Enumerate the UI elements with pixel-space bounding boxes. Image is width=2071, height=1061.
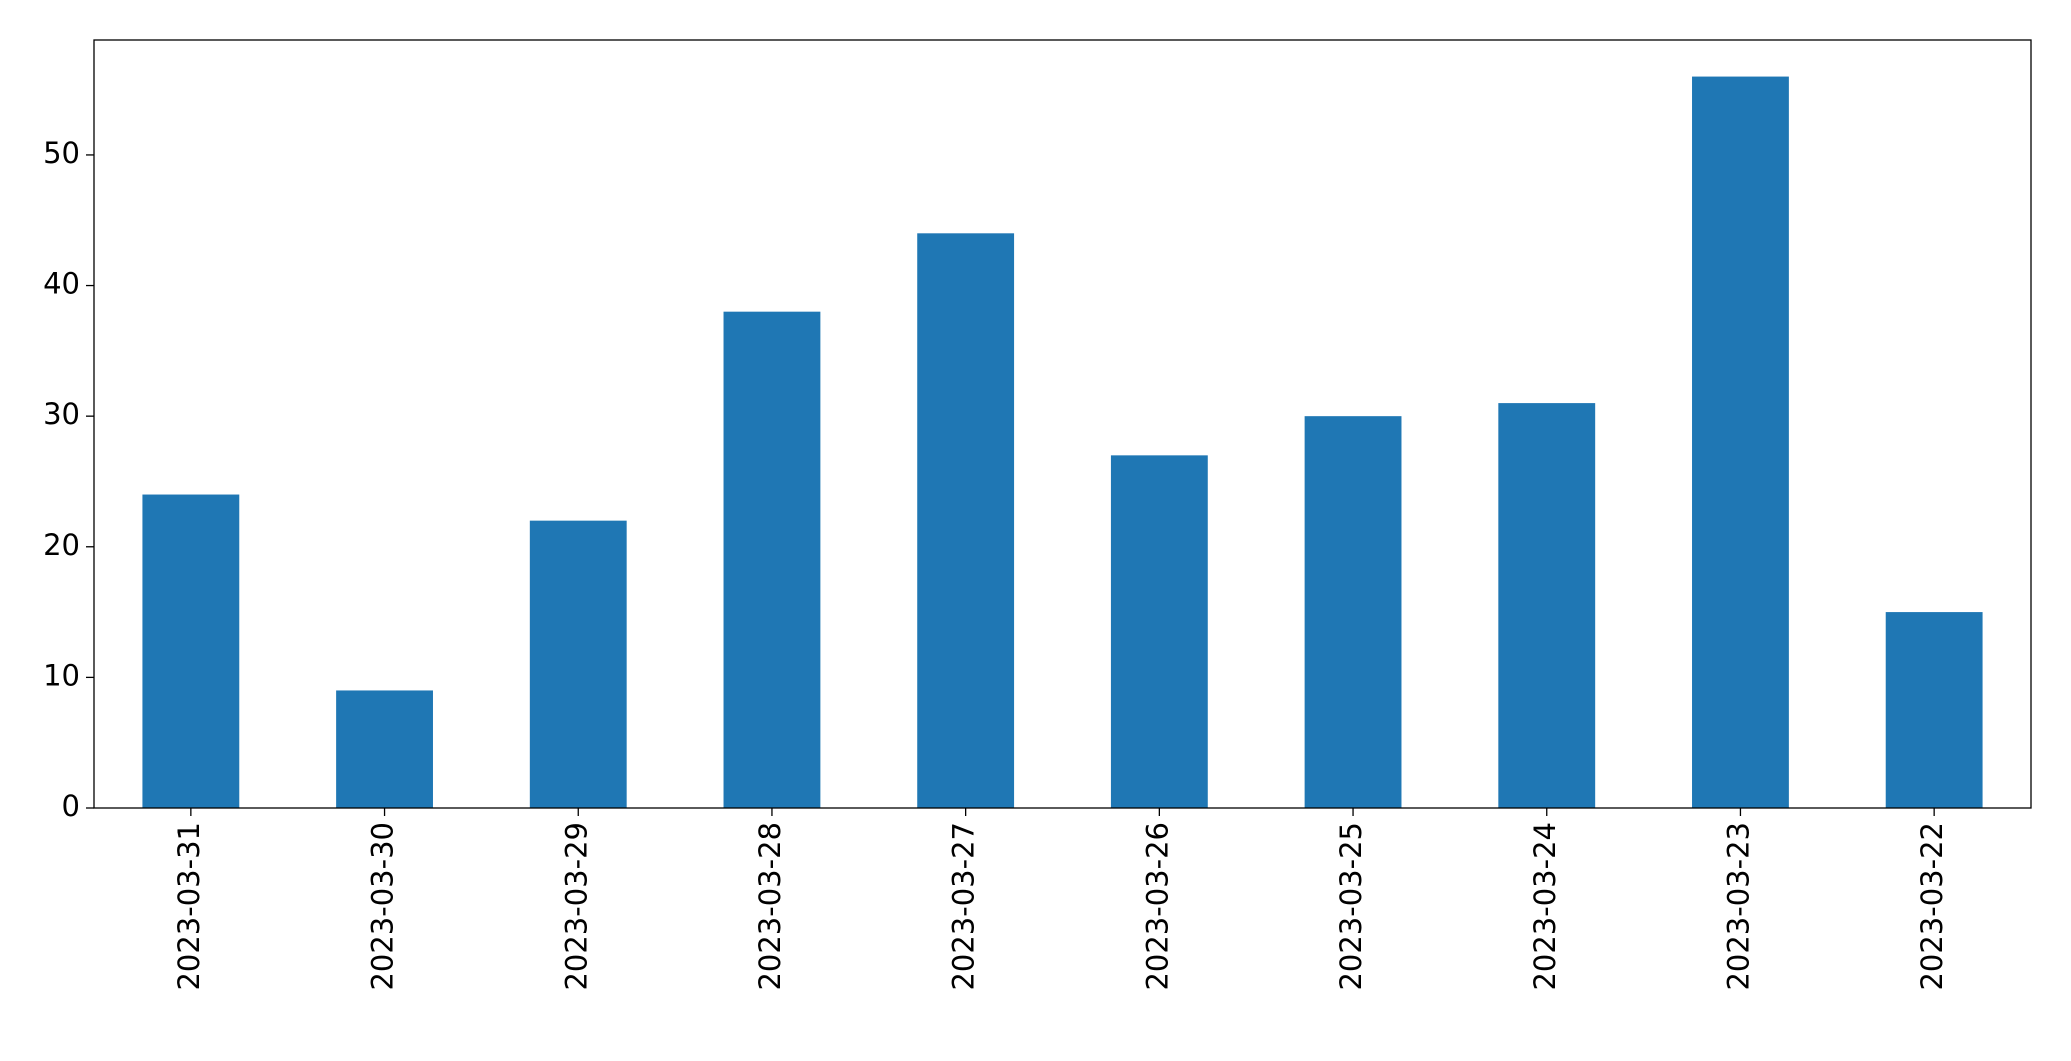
x-tick-label: 2023-03-24 [1528,822,1562,991]
y-tick-label: 0 [62,789,80,823]
bar [529,520,627,808]
plot-frame [93,39,2032,809]
x-tick-label: 2023-03-28 [753,822,787,991]
bar [1692,76,1789,809]
bar [723,311,821,808]
y-tick-label: 50 [43,136,80,170]
bar [917,233,1015,808]
bar [1110,455,1208,808]
x-tick-label: 2023-03-26 [1140,822,1174,991]
x-tick-label: 2023-03-30 [366,822,400,991]
x-tick-label: 2023-03-25 [1334,822,1368,991]
y-tick-label: 10 [43,658,80,692]
x-tick-label: 2023-03-23 [1721,822,1755,991]
bar [1304,416,1402,808]
x-tick-label: 2023-03-29 [559,822,593,991]
x-tick-label: 2023-03-22 [1915,822,1949,991]
x-tick-label: 2023-03-27 [947,822,981,991]
y-tick-label: 30 [43,397,80,431]
bar [1885,612,1983,808]
y-tick-label: 40 [43,267,80,301]
y-tick-label: 20 [43,528,80,562]
bar [142,494,240,808]
bar [336,690,433,808]
bar [1498,403,1596,808]
x-tick-label: 2023-03-31 [172,822,206,991]
